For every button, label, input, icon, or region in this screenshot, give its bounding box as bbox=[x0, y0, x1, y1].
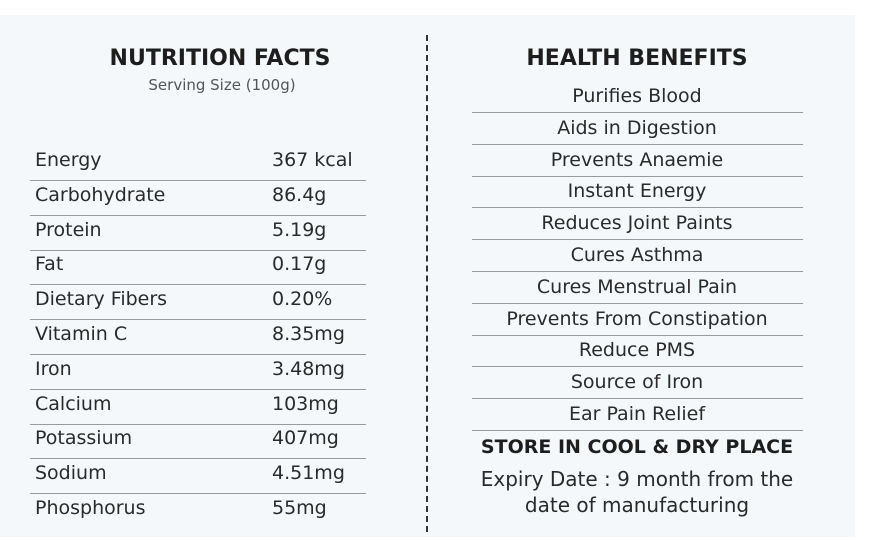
row-line bbox=[472, 366, 803, 368]
row-line bbox=[30, 180, 366, 181]
nutrient-value: 55mg bbox=[272, 497, 327, 519]
nutrient-name: Sodium bbox=[35, 462, 107, 485]
row-line bbox=[30, 493, 366, 495]
nutrient-name: Calcium bbox=[35, 392, 112, 415]
nutrient-value: 5.19g bbox=[272, 218, 327, 241]
benefit: Reduce PMS bbox=[578, 339, 696, 362]
nutrient-name: Potassium bbox=[35, 427, 133, 450]
storage-note: STORE IN COOL & DRY PLACE bbox=[480, 436, 794, 458]
benefit: Instant Energy bbox=[567, 180, 707, 203]
nutrient-value: 407mg bbox=[272, 427, 339, 450]
row-line bbox=[30, 354, 366, 355]
nutrient-name: Carbohydrate bbox=[35, 183, 166, 206]
row-line bbox=[472, 398, 803, 400]
nutrient-value: 0.17g bbox=[272, 253, 327, 276]
nutrient-value: 103mg bbox=[272, 392, 339, 415]
row-line bbox=[472, 302, 803, 304]
nutrient-value: 86.4g bbox=[272, 183, 327, 206]
divider bbox=[426, 35, 428, 532]
nutrient-value: 0.20% bbox=[272, 288, 333, 311]
nutrient-value: 3.48mg bbox=[272, 357, 345, 380]
benefits-title: HEALTH BENEFITS bbox=[526, 46, 748, 71]
nutrient-name: Fat bbox=[35, 253, 64, 276]
benefit: Aids in Digestion bbox=[557, 116, 717, 139]
nutrient-name: Vitamin C bbox=[35, 323, 128, 345]
benefit: Cures Asthma bbox=[570, 244, 704, 266]
row-line bbox=[472, 334, 803, 336]
nutrient-value: 4.51mg bbox=[272, 462, 345, 485]
benefit: Ear Pain Relief bbox=[568, 403, 706, 425]
nutrient-name: Protein bbox=[35, 218, 102, 241]
benefit: Source of Iron bbox=[570, 371, 704, 394]
row-line bbox=[30, 458, 366, 460]
row-line bbox=[30, 319, 366, 321]
row-line bbox=[472, 143, 803, 145]
nutrient-name: Dietary Fibers bbox=[35, 288, 168, 311]
row-line bbox=[472, 112, 803, 113]
row-line bbox=[472, 430, 803, 431]
benefit: Purifies Blood bbox=[572, 85, 702, 107]
row-line bbox=[30, 249, 366, 251]
nutrient-name: Energy bbox=[35, 149, 102, 171]
nutrition-title: NUTRITION FACTS bbox=[109, 46, 331, 71]
row-line bbox=[30, 214, 366, 216]
row-line bbox=[472, 271, 803, 272]
row-line bbox=[30, 388, 366, 390]
benefit: Prevents From Constipation bbox=[506, 307, 768, 330]
row-line bbox=[30, 284, 366, 286]
nutrient-name: Phosphorus bbox=[35, 497, 146, 519]
benefit: Reduces Joint Paints bbox=[541, 212, 733, 235]
benefit: Prevents Anaemie bbox=[550, 148, 724, 171]
serving-size: Serving Size (100g) bbox=[148, 76, 296, 94]
nutrient-value: 367 kcal bbox=[272, 149, 353, 171]
row-line bbox=[30, 423, 366, 425]
row-line bbox=[472, 207, 803, 209]
benefit: Cures Menstrual Pain bbox=[536, 275, 738, 298]
nutrient-name: Iron bbox=[35, 357, 72, 380]
expiry: Expiry Date : 9 month from the bbox=[480, 467, 794, 491]
expiry: date of manufacturing bbox=[524, 493, 750, 517]
row-line bbox=[472, 175, 803, 177]
nutrient-value: 8.35mg bbox=[272, 323, 345, 345]
row-line bbox=[472, 239, 803, 241]
